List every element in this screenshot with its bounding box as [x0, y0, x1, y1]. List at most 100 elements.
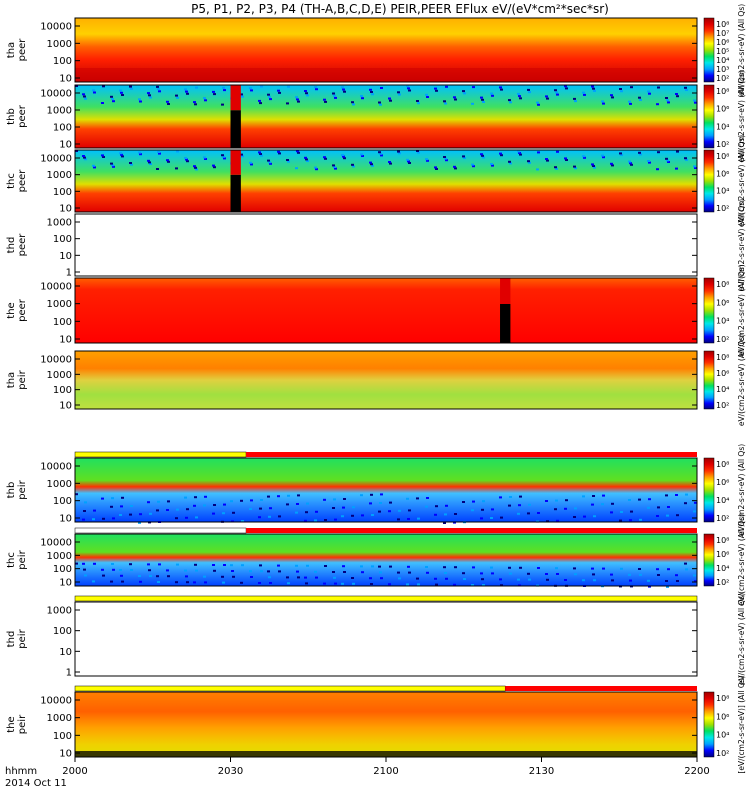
panel-thb_peir: 10000 1000 100 10 thb peir 10⁸ 10⁶ 10⁴ 10² eV/(cm2…: [6, 444, 746, 536]
noise-pixel: [269, 162, 272, 165]
noise-pixel: [630, 510, 633, 513]
noise-pixel: [371, 164, 374, 167]
noise-pixel: [638, 96, 641, 99]
noise-pixel: [156, 85, 159, 88]
noise-pixel: [546, 578, 549, 581]
noise-pixel: [378, 565, 381, 568]
noise-pixel: [536, 168, 539, 171]
noise-pixel: [656, 568, 659, 571]
noise-pixel: [204, 495, 207, 498]
noise-pixel: [628, 499, 631, 501]
noise-pixel: [351, 101, 354, 104]
noise-pixel: [194, 103, 197, 106]
noise-pixel: [573, 97, 576, 100]
noise-pixel: [93, 91, 96, 94]
noise-pixel: [491, 508, 494, 511]
lowE-band: [75, 68, 697, 82]
panel-frame: [74, 601, 698, 677]
noise-pixel: [323, 498, 326, 501]
noise-pixel: [184, 496, 187, 499]
noise-pixel: [638, 568, 641, 570]
noise-pixel: [434, 87, 437, 90]
noise-pixel: [406, 85, 409, 88]
colorbar-tick: 10⁴: [716, 564, 729, 573]
noise-pixel: [203, 575, 206, 578]
noise-pixel: [582, 495, 585, 498]
noise-pixel: [250, 576, 253, 578]
noise-pixel: [193, 165, 196, 168]
noise-pixel: [537, 567, 540, 569]
noise-pixel: [102, 156, 105, 158]
colorbar: [703, 149, 715, 213]
noise-pixel: [111, 563, 114, 565]
y-tick-label: 10: [59, 749, 72, 760]
noise-pixel: [184, 157, 187, 159]
noise-pixel: [304, 576, 307, 579]
noise-pixel: [444, 513, 447, 516]
noise-pixel: [297, 576, 300, 579]
noise-pixel: [667, 101, 670, 104]
noise-pixel: [500, 154, 503, 157]
noise-pixel: [630, 86, 633, 89]
noise-pixel: [149, 163, 152, 165]
noise-pixel: [435, 505, 438, 508]
noise-pixel: [554, 89, 557, 92]
colorbar-tick: 10⁴: [716, 187, 729, 196]
noise-pixel: [258, 151, 261, 154]
noise-pixel: [583, 93, 586, 96]
noise-pixel: [185, 90, 188, 93]
noise-pixel: [111, 98, 114, 100]
noise-pixel: [471, 102, 474, 105]
noise-pixel: [565, 159, 568, 161]
noise-pixel: [83, 95, 86, 98]
noise-pixel: [417, 517, 420, 520]
colorbar-label: eV/(cm2-s-sr-eV) (All Qs): [737, 199, 746, 291]
noise-pixel: [83, 156, 86, 159]
y-axis-label: thc: [6, 552, 17, 568]
noise-pixel: [241, 95, 244, 98]
noise-pixel: [407, 565, 410, 568]
spectrogram-fill: [75, 150, 697, 212]
noise-pixel: [518, 504, 521, 507]
noise-pixel: [676, 580, 679, 582]
noise-pixel: [518, 95, 521, 98]
noise-pixel: [499, 86, 502, 89]
noise-pixel: [332, 571, 335, 573]
y-tick-label: 10: [59, 578, 72, 589]
noise-pixel: [185, 158, 188, 161]
noise-pixel: [147, 159, 150, 162]
y-tick-label: 10000: [40, 355, 72, 366]
noise-pixel: [147, 92, 150, 95]
noise-pixel: [426, 96, 429, 98]
noise-pixel: [684, 502, 687, 505]
noise-pixel: [693, 99, 696, 102]
noise-pixel: [148, 569, 151, 572]
noise-pixel: [611, 502, 614, 505]
noise-pixel: [629, 579, 632, 582]
noise-pixel: [286, 503, 289, 506]
noise-pixel: [380, 87, 383, 89]
noise-pixel: [519, 97, 522, 100]
noise-pixel: [676, 514, 679, 517]
noise-pixel: [111, 497, 114, 500]
noise-pixel: [471, 163, 474, 166]
noise-pixel: [445, 159, 448, 162]
noise-pixel: [667, 568, 670, 571]
colorbar-tick: 10²: [716, 749, 729, 758]
noise-pixel: [249, 508, 252, 510]
panel-thc_peer: 10000 1000 100 10 thc peer 10⁸ 10⁶ 10⁴ 10² eV/(cm2…: [6, 135, 746, 227]
noise-pixel: [667, 161, 670, 163]
noise-pixel: [129, 513, 132, 516]
noise-pixel: [491, 572, 494, 575]
noise-pixel: [156, 575, 159, 578]
noise-pixel: [213, 166, 216, 169]
noise-pixel: [565, 87, 568, 90]
noise-pixel: [545, 500, 548, 502]
colorbar-label: eV/(cm2-s-sr-eV) (All Qs): [737, 593, 746, 685]
noise-pixel: [647, 579, 650, 582]
noise-pixel: [82, 518, 85, 521]
data-gap-top: [230, 85, 241, 111]
noise-pixel: [573, 516, 576, 518]
noise-pixel: [149, 575, 152, 577]
noise-pixel: [472, 165, 475, 168]
